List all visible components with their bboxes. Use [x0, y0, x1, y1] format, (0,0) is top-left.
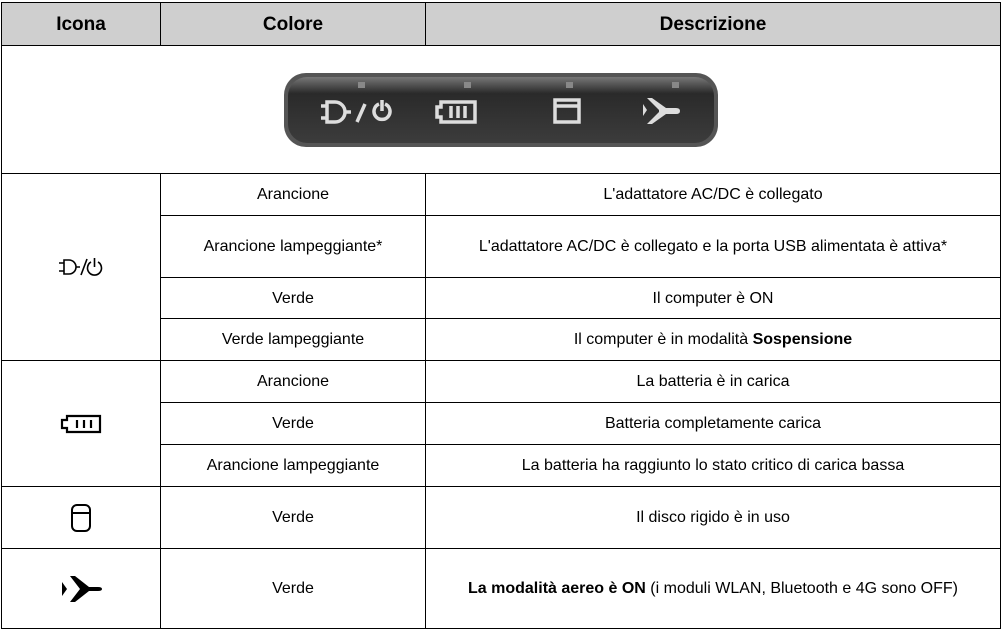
- led-icon: [62, 575, 102, 602]
- description-cell: La batteria è in carica: [425, 360, 1001, 403]
- description-text: Il disco rigido è in uso: [636, 509, 790, 526]
- indicator-panel: [284, 72, 718, 147]
- led-icon: [71, 503, 91, 532]
- description-text: L'adattatore AC/DC è collegato e la port…: [478, 238, 948, 255]
- image-cell: [1, 45, 1001, 174]
- description-text: Sospensione: [752, 331, 853, 348]
- color-cell: Verde: [160, 402, 426, 445]
- table-body: Arancione L'adattatore AC/DC è collegato A…: [1, 45, 1001, 629]
- icon-cell: [1, 486, 161, 549]
- description-cell: La batteria ha raggiunto lo stato critic…: [425, 444, 1001, 487]
- description-text: La batteria ha raggiunto lo stato critic…: [521, 457, 905, 474]
- header-row: Icona Colore Descrizione: [1, 2, 1001, 46]
- description-cell: Il disco rigido è in uso: [425, 486, 1001, 549]
- table-row: Verde Batteria completamente carica: [2, 402, 1001, 445]
- table-row: Verde lampeggiante Il computer è in modal…: [2, 318, 1001, 361]
- color-cell: Verde: [160, 277, 426, 319]
- description-cell: La modalità aereo è ON (i moduli WLAN, B…: [425, 548, 1001, 629]
- icon-cell: [1, 173, 161, 361]
- description-cell: Il computer è ON: [425, 277, 1001, 319]
- description-cell: Batteria completamente carica: [425, 402, 1001, 445]
- led-icon: [60, 414, 102, 433]
- table-row: Verde Il disco rigido è in uso: [1, 486, 1001, 549]
- table-row: Arancione La batteria è in carica: [1, 360, 1001, 487]
- header-cell: Colore: [160, 2, 426, 46]
- table-row: Verde Il computer è ON: [2, 277, 1001, 319]
- table-row: Arancione lampeggiante* L'adattatore AC/D…: [2, 215, 1001, 278]
- image-row: [1, 45, 1001, 174]
- color-cell: Arancione: [160, 173, 426, 216]
- color-cell: Arancione: [160, 360, 426, 403]
- icon-cell: [1, 548, 161, 629]
- color-cell: Verde lampeggiante: [160, 318, 426, 361]
- description-text: La modalità aereo è ON: [468, 580, 646, 597]
- description-text: Il computer è ON: [652, 289, 774, 307]
- description-text: L'adattatore AC/DC è collegato: [603, 186, 823, 203]
- table-row: Arancione L'adattatore AC/DC è collegato: [1, 173, 1001, 361]
- description-cell: L'adattatore AC/DC è collegato e la port…: [425, 215, 1001, 278]
- description-text: Il computer è in modalità: [573, 331, 753, 348]
- description-text: (i moduli WLAN, Bluetooth e 4G sono OFF): [645, 580, 958, 597]
- header-cell: Icona: [1, 2, 161, 46]
- table-row: Verde La modalità aereo è ON (i moduli WL…: [1, 548, 1001, 629]
- header-cell: Descrizione: [425, 2, 1001, 46]
- led-table: Icona Colore Descrizione: [1, 2, 1001, 629]
- icon-cell: [1, 360, 161, 487]
- led-icon: [59, 258, 103, 276]
- table-row: Arancione lampeggiante La batteria ha rag…: [2, 444, 1001, 487]
- description-text: La batteria è in carica: [636, 373, 790, 390]
- color-cell: Verde: [160, 548, 426, 629]
- color-cell: Arancione lampeggiante: [160, 444, 426, 487]
- description-cell: L'adattatore AC/DC è collegato: [425, 173, 1001, 216]
- description-text: Batteria completamente carica: [604, 415, 822, 432]
- color-cell: Verde: [160, 486, 426, 549]
- color-cell: Arancione lampeggiante*: [160, 215, 426, 278]
- description-cell: Il computer è in modalità Sospensione: [425, 318, 1001, 361]
